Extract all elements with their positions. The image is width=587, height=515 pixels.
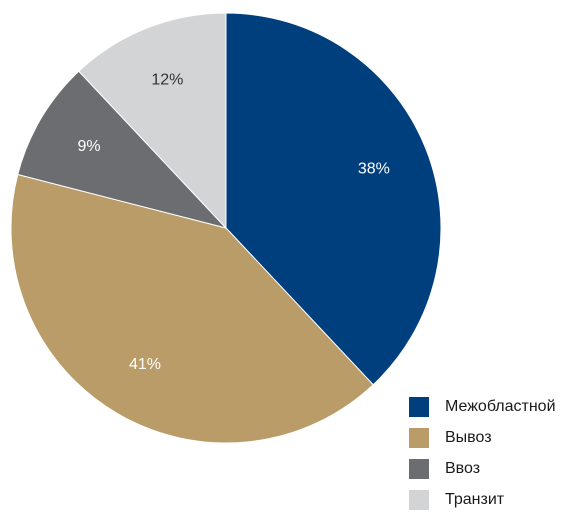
slice-data-label: 41% <box>129 356 161 373</box>
slice-data-label: 38% <box>358 161 390 178</box>
legend-item: Транзит <box>409 484 587 515</box>
pie-slice-3 <box>17 70 228 229</box>
slice-data-label: 12% <box>151 71 183 88</box>
legend-item: Межобластной <box>409 391 587 422</box>
legend-swatch <box>409 489 429 510</box>
legend-swatch <box>409 427 429 448</box>
legend: Межобластной Вывоз Ввоз Транзит <box>409 391 587 515</box>
slice-data-label: 9% <box>78 138 101 155</box>
legend-item: Вывоз <box>409 422 587 453</box>
pie-slice-2 <box>10 173 374 444</box>
legend-label: Вывоз <box>445 428 492 446</box>
pie-slice-4 <box>78 12 227 230</box>
legend-label: Транзит <box>445 490 505 508</box>
legend-swatch <box>409 458 429 479</box>
legend-label: Ввоз <box>445 459 481 477</box>
pie-slice-1 <box>225 12 442 386</box>
legend-label: Межобластной <box>445 397 556 415</box>
legend-item: Ввоз <box>409 453 587 484</box>
legend-swatch <box>409 396 429 417</box>
